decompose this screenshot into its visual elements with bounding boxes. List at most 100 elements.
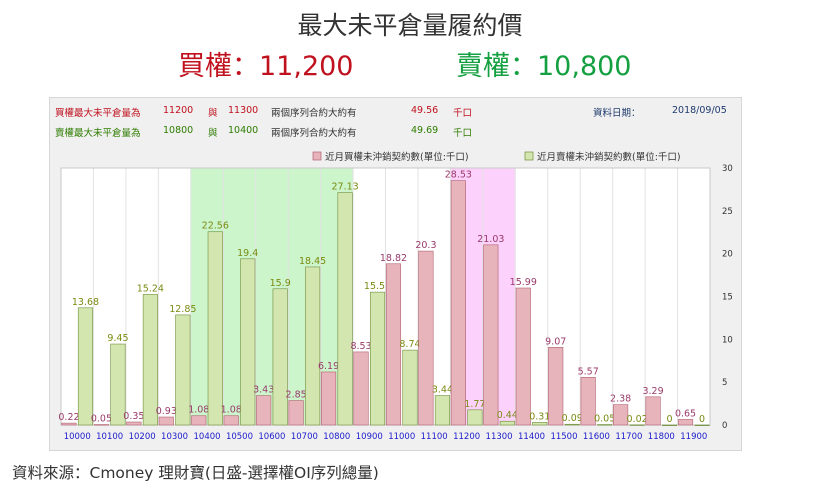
info-row2-strike-b: 10400	[228, 125, 259, 136]
legend-put-swatch	[524, 151, 534, 161]
y-tick-label-20: 20	[722, 250, 733, 260]
y-tick-label-25: 25	[722, 207, 733, 217]
date-label: 資料日期：	[593, 108, 641, 119]
put-value-label-11200: 1.77	[464, 399, 485, 410]
call-value-label-11800: 3.29	[642, 386, 663, 397]
call-bar-11200	[450, 180, 466, 426]
put-value-label-11300: 0.44	[497, 410, 518, 421]
legend-call-label: 近月買權未沖銷契約數(單位:千口)	[325, 151, 469, 163]
call-value-label-11100: 20.3	[415, 240, 436, 251]
put-bar-11800	[662, 424, 678, 426]
put-value-label-10500: 19.4	[237, 248, 258, 259]
put-bar-10800	[337, 192, 353, 426]
legend-call-swatch	[312, 151, 322, 161]
put-bar-11300	[499, 420, 515, 426]
x-tick-label-11200: 11200	[453, 432, 480, 442]
call-value-label-10800: 6.19	[318, 361, 339, 372]
put-max-oi-strike: 賣權：10,800	[456, 51, 632, 82]
x-tick-label-10000: 10000	[64, 432, 91, 442]
put-value-label-10700: 18.45	[299, 256, 326, 267]
call-bar-10400	[191, 415, 207, 426]
call-bar-10600	[256, 395, 272, 426]
put-bar-10000	[77, 307, 94, 426]
call-bar-10500	[223, 415, 239, 426]
y-tick-label-15: 15	[722, 293, 733, 303]
x-tick-label-10900: 10900	[356, 432, 383, 442]
call-bar-11300	[483, 244, 499, 426]
put-value-label-10100: 9.45	[107, 333, 128, 344]
put-value-label-10400: 22.56	[202, 221, 229, 232]
put-value-label-11000: 8.74	[399, 339, 420, 350]
x-tick-label-10500: 10500	[226, 432, 253, 442]
x-tick-label-11300: 11300	[486, 432, 513, 442]
call-value-label-11000: 18.82	[380, 253, 407, 264]
plot-border	[60, 167, 711, 426]
x-tick-label-11400: 11400	[518, 432, 545, 442]
info-row2-strike-a: 10800	[163, 125, 194, 136]
call-max-oi-strike: 買權：11,200	[178, 51, 354, 82]
put-bar-10600	[272, 288, 288, 426]
info-row2-conj: 與	[208, 128, 218, 139]
put-value-label-11100: 3.44	[432, 385, 453, 396]
info-row1-unit: 千口	[453, 108, 473, 119]
info-row1-strike-a: 11200	[163, 105, 194, 116]
call-value-label-10200: 0.35	[123, 411, 144, 422]
put-value-label-10000: 13.68	[72, 297, 99, 308]
put-bar-10300	[175, 314, 191, 426]
y-tick-label-5: 5	[722, 378, 727, 388]
put-bar-11400	[532, 422, 548, 426]
x-tick-label-11100: 11100	[421, 432, 448, 442]
put-bar-11700	[629, 424, 645, 426]
chart-panel: 買權最大未平倉量為 11200 與 11300 兩個序列合約大約有 49.56 …	[49, 97, 742, 451]
call-bar-10700	[288, 400, 304, 426]
put-value-label-11500: 0.09	[562, 413, 583, 424]
call-bar-10800	[321, 371, 337, 426]
call-value-label-11500: 9.07	[545, 336, 566, 347]
call-bar-10200	[126, 421, 142, 426]
x-tick-label-11900: 11900	[680, 432, 707, 442]
call-value-label-11400: 15.99	[510, 277, 537, 288]
call-value-label-11300: 21.03	[477, 234, 504, 245]
call-value-label-10000: 0.22	[58, 412, 79, 423]
put-value-label-10200: 15.24	[137, 283, 164, 294]
put-bar-11000	[402, 349, 418, 426]
call-bar-11100	[418, 250, 434, 426]
put-bar-11900	[694, 424, 710, 426]
call-value-label-11700: 2.38	[610, 394, 631, 405]
call-value-label-10600: 3.43	[253, 385, 274, 396]
put-value-label-11800: 0	[667, 414, 673, 425]
x-tick-label-10300: 10300	[161, 432, 188, 442]
y-tick-label-10: 10	[722, 335, 733, 345]
x-tick-label-10800: 10800	[323, 432, 350, 442]
put-bar-10200	[142, 294, 158, 426]
put-bar-10700	[305, 266, 321, 426]
info-row2-value: 49.69	[411, 125, 439, 136]
info-row1-value: 49.56	[411, 105, 439, 116]
call-bar-10100	[93, 424, 109, 426]
put-bar-10500	[240, 258, 256, 426]
call-value-label-10700: 2.85	[286, 390, 307, 401]
put-bar-10100	[110, 343, 126, 426]
put-bar-11600	[597, 424, 613, 426]
info-row2-desc: 兩個序列合約大約有	[271, 128, 357, 139]
call-value-label-10900: 8.53	[350, 341, 371, 352]
call-bar-11600	[580, 376, 596, 426]
put-bar-10400	[207, 231, 223, 426]
call-value-label-10300: 0.93	[156, 406, 177, 417]
x-tick-label-10200: 10200	[129, 432, 156, 442]
x-tick-label-11800: 11800	[648, 432, 675, 442]
call-value-label-10400: 1.08	[188, 405, 209, 416]
x-tick-label-10700: 10700	[291, 432, 318, 442]
put-bar-11500	[564, 423, 580, 426]
call-bar-10000	[61, 422, 77, 426]
call-bar-11700	[613, 404, 629, 426]
x-tick-label-11700: 11700	[615, 432, 642, 442]
call-bar-10300	[158, 416, 174, 426]
call-bar-11500	[548, 347, 564, 426]
legend-put-label: 近月賣權未沖銷契約數(單位:千口)	[537, 151, 681, 163]
put-value-label-11400: 0.31	[529, 411, 550, 422]
call-bar-10900	[353, 351, 369, 426]
info-row1-label: 買權最大未平倉量為	[55, 108, 141, 119]
x-tick-label-11600: 11600	[583, 432, 610, 442]
put-bar-11200	[467, 409, 483, 426]
